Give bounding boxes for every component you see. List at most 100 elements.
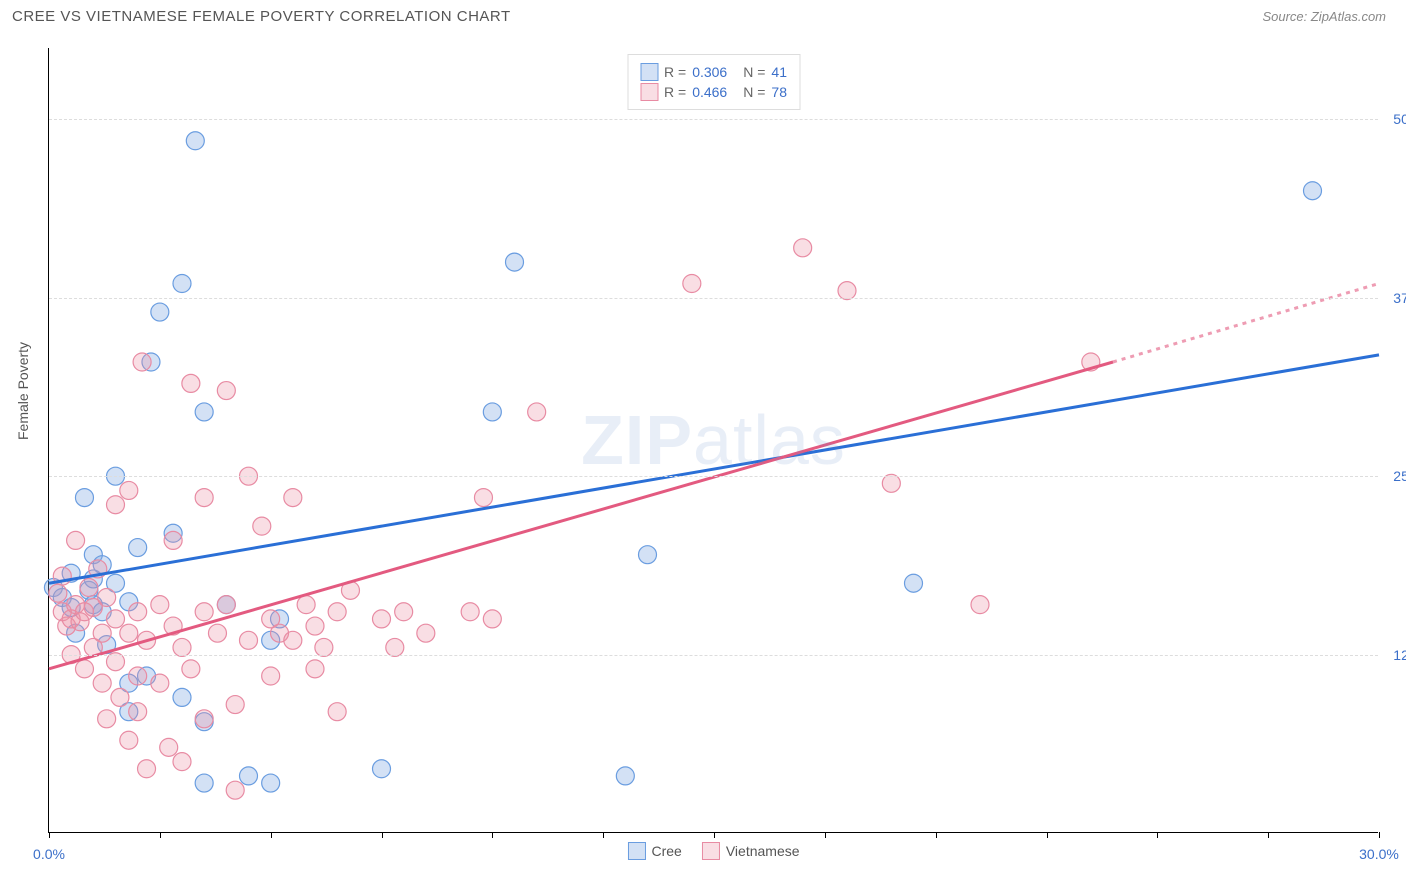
data-point [160, 738, 178, 756]
data-point [173, 688, 191, 706]
data-point [195, 603, 213, 621]
y-tick-label: 25.0% [1393, 468, 1406, 484]
data-point [93, 674, 111, 692]
legend-r-label: R = [664, 64, 686, 80]
data-point [1304, 182, 1322, 200]
data-point [195, 489, 213, 507]
data-point [182, 374, 200, 392]
legend-swatch [702, 842, 720, 860]
data-point [49, 584, 67, 602]
data-point [639, 546, 657, 564]
legend-swatch [640, 83, 658, 101]
x-tick-label: 0.0% [33, 846, 65, 862]
data-point [284, 489, 302, 507]
x-tick [1268, 832, 1269, 838]
data-point [306, 617, 324, 635]
legend-r-value: 0.466 [692, 84, 727, 100]
data-point [111, 688, 129, 706]
data-point [138, 760, 156, 778]
x-tick [49, 832, 50, 838]
data-point [971, 596, 989, 614]
data-point [474, 489, 492, 507]
y-axis-label: Female Poverty [15, 342, 31, 440]
data-point [120, 731, 138, 749]
data-point [173, 753, 191, 771]
trend-line-dashed [1113, 284, 1379, 363]
data-point [107, 610, 125, 628]
data-point [93, 624, 111, 642]
data-point [164, 531, 182, 549]
gridline-h [49, 298, 1378, 299]
x-tick [382, 832, 383, 838]
data-point [129, 703, 147, 721]
data-point [262, 774, 280, 792]
data-point [395, 603, 413, 621]
x-tick [714, 832, 715, 838]
data-point [208, 624, 226, 642]
data-point [129, 603, 147, 621]
x-tick-label: 30.0% [1359, 846, 1399, 862]
data-point [262, 667, 280, 685]
data-point [417, 624, 435, 642]
data-point [483, 610, 501, 628]
data-point [67, 531, 85, 549]
data-point [284, 631, 302, 649]
legend-corr-row: R =0.306N =41 [640, 63, 787, 81]
x-tick [825, 832, 826, 838]
scatter-svg [49, 48, 1378, 832]
x-tick [1379, 832, 1380, 838]
legend-series-label: Vietnamese [726, 843, 800, 859]
data-point [217, 596, 235, 614]
chart-source: Source: ZipAtlas.com [1262, 9, 1386, 24]
data-point [683, 275, 701, 293]
data-point [195, 710, 213, 728]
y-tick-label: 50.0% [1393, 111, 1406, 127]
data-point [328, 603, 346, 621]
data-point [129, 539, 147, 557]
legend-swatch [640, 63, 658, 81]
data-point [195, 403, 213, 421]
gridline-h [49, 119, 1378, 120]
x-tick [1047, 832, 1048, 838]
legend-corr-row: R =0.466N =78 [640, 83, 787, 101]
data-point [506, 253, 524, 271]
data-point [80, 579, 98, 597]
data-point [794, 239, 812, 257]
x-tick [160, 832, 161, 838]
data-point [328, 703, 346, 721]
y-tick-label: 12.5% [1393, 647, 1406, 663]
gridline-h [49, 655, 1378, 656]
data-point [905, 574, 923, 592]
legend-n-label: N = [743, 84, 765, 100]
data-point [461, 603, 479, 621]
legend-series: Cree Vietnamese [627, 842, 799, 860]
data-point [107, 496, 125, 514]
data-point [151, 674, 169, 692]
data-point [129, 667, 147, 685]
data-point [133, 353, 151, 371]
data-point [195, 774, 213, 792]
data-point [253, 517, 271, 535]
data-point [483, 403, 501, 421]
legend-series-label: Cree [651, 843, 681, 859]
x-tick [1157, 832, 1158, 838]
x-tick [603, 832, 604, 838]
data-point [75, 489, 93, 507]
y-tick-label: 37.5% [1393, 290, 1406, 306]
legend-r-value: 0.306 [692, 64, 727, 80]
data-point [616, 767, 634, 785]
data-point [528, 403, 546, 421]
legend-r-label: R = [664, 84, 686, 100]
legend-series-item: Cree [627, 842, 681, 860]
x-tick [936, 832, 937, 838]
data-point [98, 589, 116, 607]
x-tick [492, 832, 493, 838]
chart-plot-area: ZIPatlas R =0.306N =41R =0.466N =78 Cree… [48, 48, 1378, 833]
data-point [173, 275, 191, 293]
legend-correlation: R =0.306N =41R =0.466N =78 [627, 54, 800, 110]
data-point [226, 696, 244, 714]
data-point [75, 660, 93, 678]
data-point [306, 660, 324, 678]
data-point [151, 303, 169, 321]
data-point [297, 596, 315, 614]
